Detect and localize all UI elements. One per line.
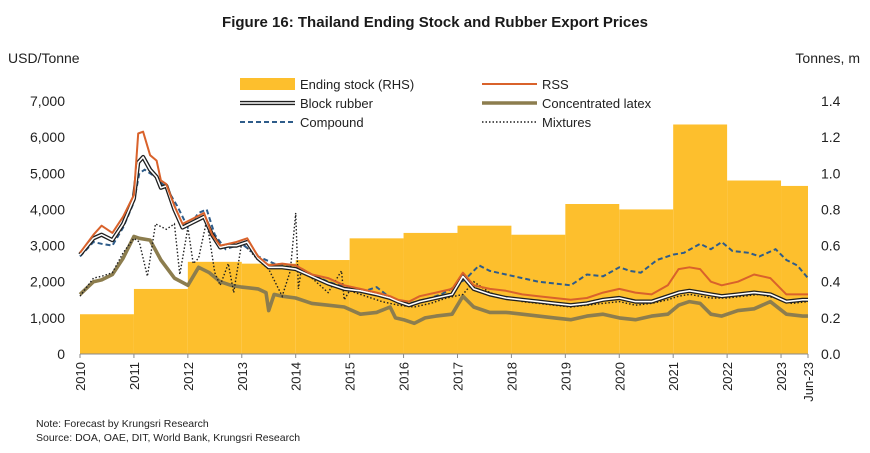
ending-stock-bar	[727, 180, 782, 354]
x-axis-tick-label: 2012	[181, 362, 196, 391]
chart-title: Figure 16: Thailand Ending Stock and Rub…	[222, 14, 648, 31]
x-axis-tick-label: 2010	[73, 362, 88, 391]
source-note: Source: DOA, OAE, DIT, World Bank, Krung…	[36, 432, 301, 444]
x-axis-tick-label: Jun-23	[801, 362, 816, 402]
left-axis-unit: USD/Tonne	[8, 50, 80, 66]
legend-label-block-rubber: Block rubber	[300, 96, 374, 111]
right-axis-tick-label: 0.2	[821, 310, 841, 326]
left-axis-tick-label: 7,000	[30, 93, 65, 109]
x-axis-tick-label: 2014	[289, 362, 304, 391]
x-axis-tick-label: 2011	[127, 362, 142, 390]
legend-label-ending-stock-rhs: Ending stock (RHS)	[300, 77, 414, 92]
right-axis-tick-label: 0.4	[821, 274, 841, 290]
footnote: Note: Forecast by Krungsri Research	[36, 418, 209, 430]
legend-label-compound: Compound	[300, 115, 364, 130]
left-axis-tick-label: 0	[57, 346, 65, 362]
legend-label-mixtures: Mixtures	[542, 115, 592, 130]
x-axis-tick-label: 2020	[612, 362, 627, 391]
left-axis-tick-label: 3,000	[30, 238, 65, 254]
ending-stock-bar	[133, 288, 188, 354]
right-axis-tick-label: 1.0	[821, 165, 841, 181]
x-axis-tick-label: 2023	[774, 362, 789, 391]
ending-stock-bar	[80, 314, 134, 354]
left-axis-tick-label: 6,000	[30, 129, 65, 145]
left-axis-tick-label: 4,000	[30, 201, 65, 217]
x-axis-tick-label: 2021	[666, 362, 681, 391]
ending-stock-bars	[80, 124, 808, 354]
right-axis-tick-label: 1.4	[821, 93, 841, 109]
x-axis-tick-label: 2022	[720, 362, 735, 391]
legend: Ending stock (RHS) RSS Block rubber Concent…	[240, 77, 652, 130]
x-axis-tick-label: 2015	[343, 362, 358, 391]
right-axis-tick-label: 0.6	[821, 238, 841, 254]
rss-line	[79, 130, 808, 303]
x-axis-tick-label: 2018	[504, 362, 519, 391]
price-lines	[78, 130, 809, 326]
left-axis-tick-label: 1,000	[30, 310, 65, 326]
left-axis-tick-label: 2,000	[30, 274, 65, 290]
right-axis-tick-label: 0.8	[821, 201, 841, 217]
x-axis-tick-label: 2017	[450, 362, 465, 391]
ending-stock-bar	[781, 185, 808, 354]
x-axis-tick-label: 2016	[397, 362, 412, 391]
legend-label-concentrated-latex: Concentrated latex	[542, 96, 652, 111]
legend-swatch-ending-stock-rhs	[240, 78, 295, 90]
x-axis-tick-label: 2013	[235, 362, 250, 391]
right-axis-tick-label: 1.2	[821, 129, 841, 145]
ending-stock-bar	[565, 204, 620, 354]
legend-label-rss: RSS	[542, 77, 569, 92]
ending-stock-bar	[673, 124, 728, 354]
axes: 7,000 6,000 5,000 4,000 3,000 2,000 1,000 0 1.4 1…	[30, 93, 841, 402]
ending-stock-bar	[619, 209, 674, 354]
right-axis-tick-label: 0.0	[821, 346, 841, 362]
right-axis-unit: Tonnes, m	[795, 50, 860, 66]
x-axis-tick-label: 2019	[558, 362, 573, 391]
concentrated-latex-line	[78, 234, 808, 326]
left-axis-tick-label: 5,000	[30, 165, 65, 181]
block-rubber-line-inner	[79, 156, 808, 306]
